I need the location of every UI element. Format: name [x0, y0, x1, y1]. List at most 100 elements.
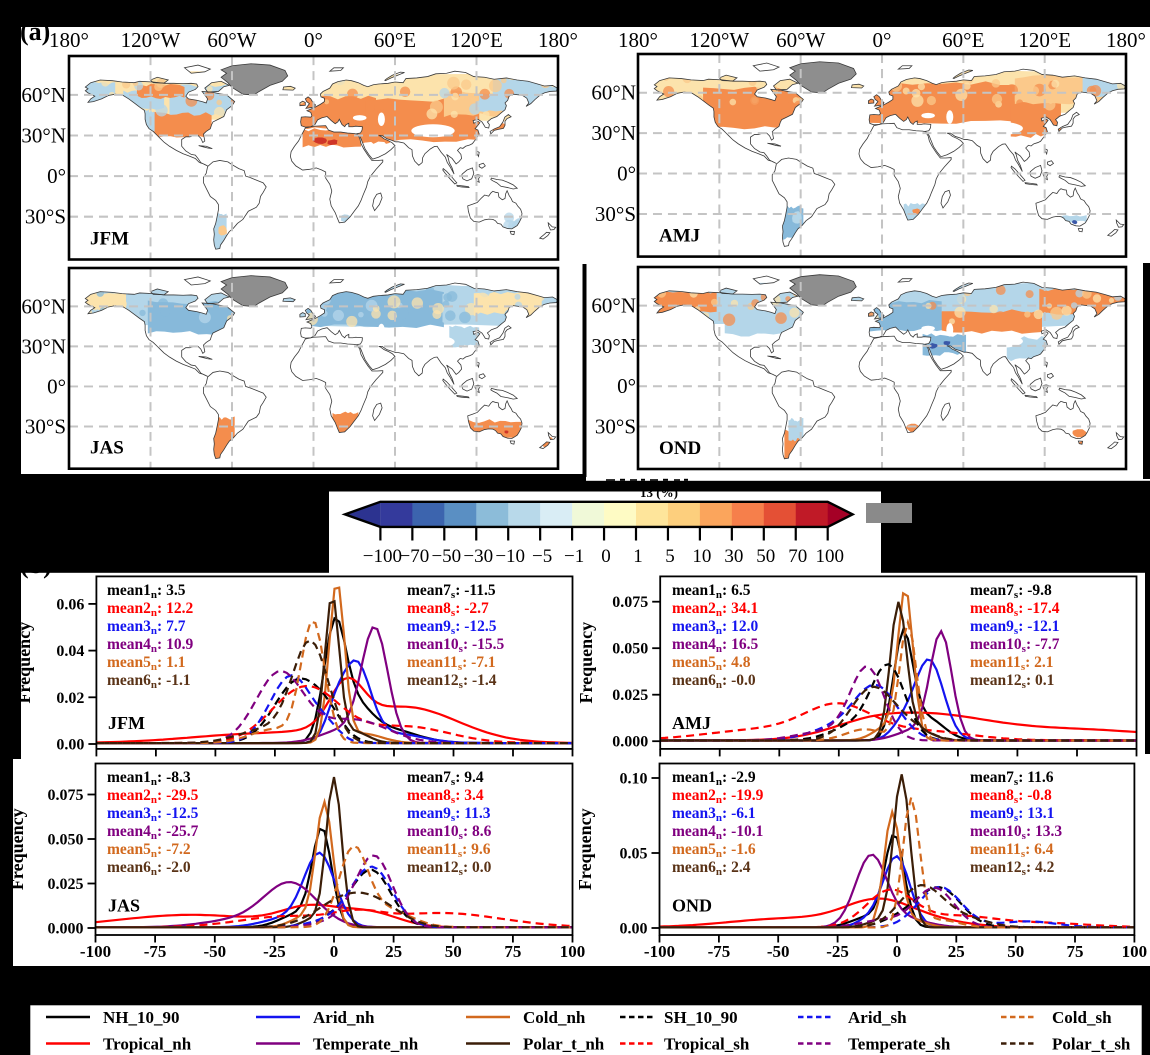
- svg-text:30°S: 30°S: [25, 205, 66, 229]
- svg-text:−70: −70: [399, 546, 429, 567]
- svg-text:60°N: 60°N: [21, 83, 66, 107]
- svg-text:60°W: 60°W: [776, 28, 825, 52]
- svg-text:JAS: JAS: [90, 438, 124, 459]
- svg-text:0.025: 0.025: [48, 876, 84, 893]
- svg-text:−1: −1: [564, 546, 584, 567]
- svg-text:mean10s: 13.3: mean10s: 13.3: [970, 823, 1062, 842]
- svg-text:AMJ: AMJ: [672, 713, 711, 733]
- svg-text:60°E: 60°E: [374, 28, 416, 52]
- svg-text:50: 50: [756, 546, 775, 567]
- svg-text:Arid_sh: Arid_sh: [848, 1008, 907, 1027]
- svg-text:mean9s: 13.1: mean9s: 13.1: [970, 805, 1054, 824]
- svg-text:Temperate_sh: Temperate_sh: [848, 1035, 951, 1054]
- svg-text:mean12s: 4.2: mean12s: 4.2: [970, 859, 1055, 878]
- svg-text:120°E: 120°E: [450, 28, 503, 52]
- svg-text:mean12s: 0.1: mean12s: 0.1: [970, 672, 1054, 691]
- svg-text:mean11s: 9.6: mean11s: 9.6: [407, 841, 491, 860]
- svg-text:0°: 0°: [617, 162, 636, 186]
- svg-text:mean8s: -17.4: mean8s: -17.4: [970, 600, 1060, 619]
- svg-text:mean10s: -7.7: mean10s: -7.7: [970, 636, 1060, 655]
- svg-text:120°E: 120°E: [1018, 28, 1071, 52]
- svg-text:mean6n: -2.0: mean6n: -2.0: [107, 859, 191, 878]
- svg-text:mean9s: 11.3: mean9s: 11.3: [407, 805, 491, 824]
- svg-text:30°N: 30°N: [21, 124, 66, 148]
- svg-text:mean2n: -29.5: mean2n: -29.5: [107, 787, 199, 806]
- svg-text:0°: 0°: [47, 374, 66, 398]
- svg-text:AMJ: AMJ: [659, 226, 700, 247]
- svg-text:NH_10_90: NH_10_90: [103, 1008, 180, 1027]
- svg-text:mean8s: 3.4: mean8s: 3.4: [407, 787, 484, 806]
- svg-text:180°: 180°: [49, 28, 89, 52]
- svg-text:mean7s: -9.8: mean7s: -9.8: [970, 582, 1052, 601]
- svg-text:Tropical_sh: Tropical_sh: [664, 1035, 750, 1054]
- svg-text:−50: −50: [431, 546, 461, 567]
- svg-text:mean3n: -12.5: mean3n: -12.5: [107, 805, 199, 824]
- svg-text:Frequency: Frequency: [576, 622, 596, 704]
- svg-text:50: 50: [1007, 942, 1024, 961]
- svg-text:30°S: 30°S: [595, 415, 636, 439]
- svg-text:75: 75: [504, 942, 521, 961]
- svg-text:100: 100: [560, 942, 586, 961]
- svg-text:0.00: 0.00: [56, 737, 84, 754]
- svg-text:Cold_sh: Cold_sh: [1052, 1008, 1112, 1027]
- svg-text:25: 25: [385, 942, 402, 961]
- svg-text:Polar_t_nh: Polar_t_nh: [523, 1035, 605, 1054]
- svg-text:JFM: JFM: [108, 713, 145, 733]
- svg-text:30°N: 30°N: [591, 121, 636, 145]
- svg-text:mean9s: -12.5: mean9s: -12.5: [407, 618, 497, 637]
- svg-text:75: 75: [1067, 942, 1084, 961]
- svg-text:mean5n: 4.8: mean5n: 4.8: [672, 654, 751, 673]
- svg-text:OND: OND: [659, 438, 701, 459]
- svg-text:0°: 0°: [304, 28, 323, 52]
- svg-text:mean1n: 3.5: mean1n: 3.5: [107, 582, 186, 601]
- svg-text:mean2n: 12.2: mean2n: 12.2: [107, 600, 193, 619]
- svg-text:25: 25: [948, 942, 965, 961]
- svg-text:mean6n: -1.1: mean6n: -1.1: [107, 672, 191, 691]
- svg-text:-75: -75: [144, 942, 167, 961]
- svg-text:mean6n: 2.4: mean6n: 2.4: [672, 859, 751, 878]
- svg-text:5: 5: [665, 546, 675, 567]
- svg-text:mean12s: 0.0: mean12s: 0.0: [407, 859, 492, 878]
- svg-text:0.000: 0.000: [612, 734, 648, 751]
- svg-text:60°N: 60°N: [591, 81, 636, 105]
- svg-text:mean2n: 34.1: mean2n: 34.1: [672, 600, 758, 619]
- svg-text:70: 70: [788, 546, 807, 567]
- svg-text:120°W: 120°W: [121, 28, 181, 52]
- svg-text:60°W: 60°W: [207, 28, 256, 52]
- svg-text:mean3n: -6.1: mean3n: -6.1: [672, 805, 756, 824]
- svg-text:0: 0: [330, 942, 339, 961]
- svg-text:-100: -100: [80, 942, 111, 961]
- svg-text:Tropical_nh: Tropical_nh: [103, 1035, 192, 1054]
- svg-text:-50: -50: [203, 942, 226, 961]
- svg-text:100: 100: [1122, 942, 1148, 961]
- svg-text:mean4n: -25.7: mean4n: -25.7: [107, 823, 199, 842]
- svg-text:−30: −30: [463, 546, 493, 567]
- svg-text:0.075: 0.075: [612, 594, 648, 611]
- svg-text:mean11s: -7.1: mean11s: -7.1: [407, 654, 496, 673]
- svg-text:0.000: 0.000: [48, 921, 84, 938]
- svg-text:mean8s: -0.8: mean8s: -0.8: [970, 787, 1052, 806]
- svg-text:−100: −100: [363, 546, 402, 567]
- svg-text:mean3n: 7.7: mean3n: 7.7: [107, 618, 186, 637]
- svg-text:mean4n: 16.5: mean4n: 16.5: [672, 636, 758, 655]
- svg-text:0.075: 0.075: [48, 787, 84, 804]
- svg-text:mean5n: 1.1: mean5n: 1.1: [107, 654, 185, 673]
- svg-text:mean11s: 2.1: mean11s: 2.1: [970, 654, 1054, 673]
- svg-text:Polar_t_sh: Polar_t_sh: [1052, 1035, 1131, 1054]
- svg-text:0.06: 0.06: [56, 596, 84, 613]
- svg-text:0.05: 0.05: [620, 846, 648, 863]
- svg-text:mean6n: -0.0: mean6n: -0.0: [672, 672, 756, 691]
- svg-text:0°: 0°: [873, 28, 892, 52]
- svg-text:mean5n: -1.6: mean5n: -1.6: [672, 841, 756, 860]
- svg-text:30°S: 30°S: [595, 202, 636, 226]
- svg-text:mean1n: 6.5: mean1n: 6.5: [672, 582, 751, 601]
- svg-text:180°: 180°: [538, 28, 578, 52]
- svg-text:-100: -100: [644, 942, 675, 961]
- svg-text:JFM: JFM: [90, 229, 129, 250]
- svg-text:mean5n: -7.2: mean5n: -7.2: [107, 841, 191, 860]
- svg-text:0.02: 0.02: [56, 690, 84, 707]
- svg-text:OND: OND: [672, 896, 712, 916]
- svg-text:mean12s: -1.4: mean12s: -1.4: [407, 672, 497, 691]
- svg-text:mean4n: 10.9: mean4n: 10.9: [107, 636, 193, 655]
- svg-text:0°: 0°: [47, 164, 66, 188]
